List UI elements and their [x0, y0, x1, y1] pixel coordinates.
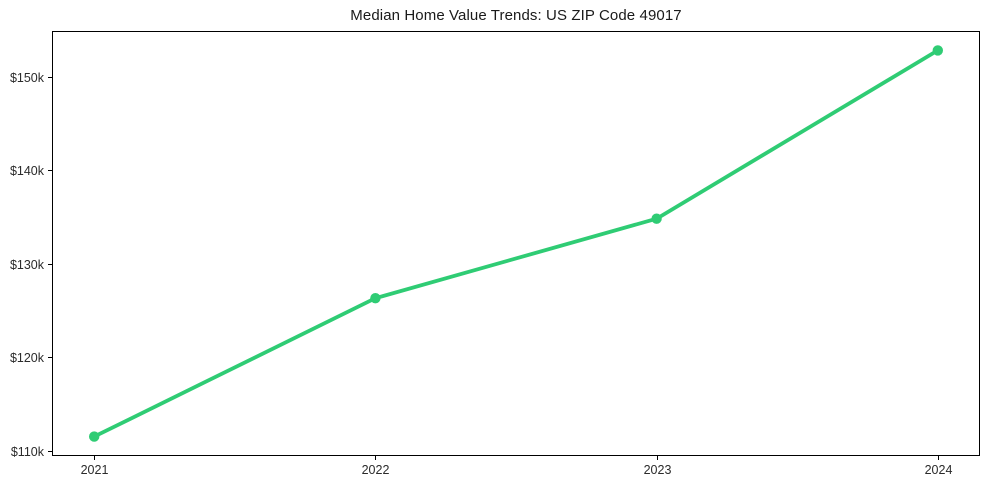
- data-point-marker: [370, 293, 381, 304]
- x-tick-label: 2024: [925, 463, 953, 477]
- data-point-marker: [89, 431, 100, 442]
- y-tick-label: $140k: [10, 164, 45, 178]
- x-tick-label: 2022: [362, 463, 390, 477]
- y-tick-label: $150k: [10, 71, 45, 85]
- y-tick-label: $120k: [10, 351, 45, 365]
- y-tick-label: $110k: [11, 445, 45, 459]
- y-tick-label: $130k: [10, 258, 45, 272]
- chart-title: Median Home Value Trends: US ZIP Code 49…: [350, 7, 682, 24]
- x-tick-label: 2023: [644, 463, 672, 477]
- line-series: [92, 48, 940, 439]
- data-point-marker: [932, 45, 943, 56]
- x-tick-label: 2021: [81, 463, 109, 477]
- data-point-marker: [651, 213, 662, 224]
- axis-frame: [51, 30, 981, 457]
